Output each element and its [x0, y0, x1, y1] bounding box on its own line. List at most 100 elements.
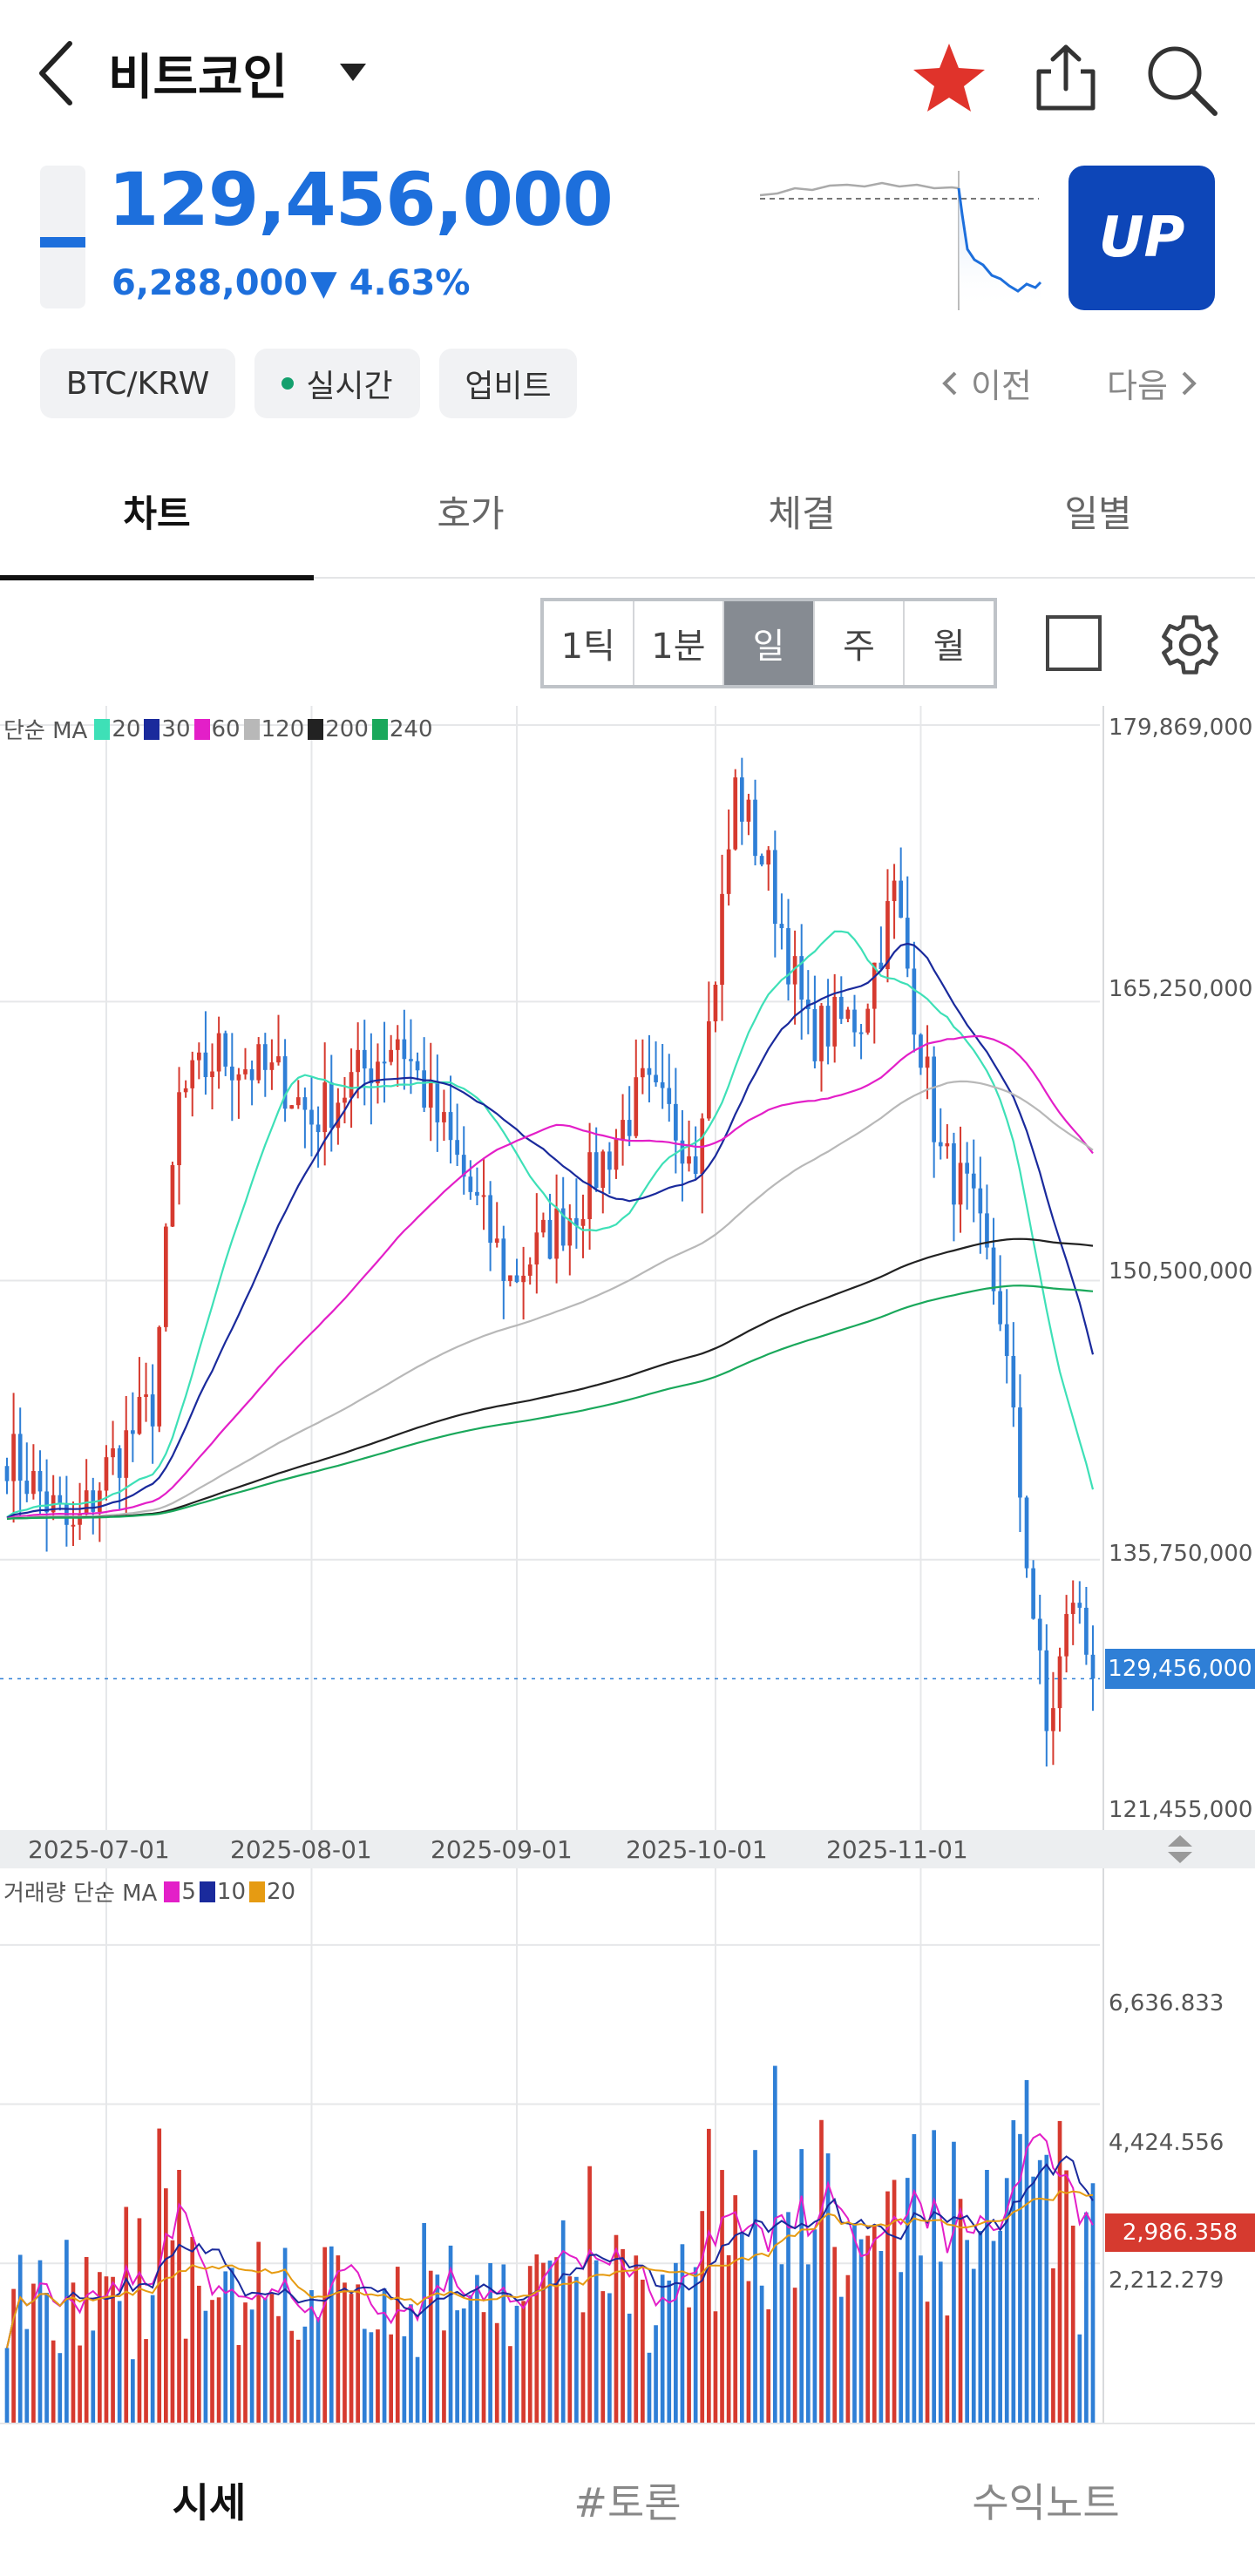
- candle-body: [753, 799, 757, 857]
- candle-body: [442, 1112, 446, 1122]
- volume-bar: [919, 2255, 923, 2423]
- volume-bar: [753, 2150, 757, 2423]
- period-tick[interactable]: 1틱: [544, 601, 634, 685]
- back-arrow-icon[interactable]: [33, 38, 77, 108]
- candle-body: [170, 1165, 175, 1227]
- dropdown-caret-icon[interactable]: [338, 61, 368, 84]
- candle-body: [210, 1071, 214, 1077]
- exchange-chip[interactable]: 업비트: [439, 349, 577, 418]
- volume-bar: [786, 2212, 790, 2423]
- market-pair-chip[interactable]: BTC/KRW: [40, 349, 235, 418]
- price-range-bar: [40, 166, 85, 308]
- ma120-line: [6, 1080, 1094, 1520]
- ma200-label: 200: [325, 715, 369, 742]
- volume-bar: [687, 2307, 691, 2423]
- volume-bar: [832, 2247, 838, 2423]
- volume-bar: [693, 2267, 698, 2423]
- volume-bar: [309, 2289, 314, 2423]
- settings-gear-icon[interactable]: [1150, 608, 1224, 681]
- candle-body: [150, 1394, 155, 1427]
- volume-bar: [521, 2301, 526, 2423]
- volume-bar: [448, 2245, 453, 2423]
- volume-ma5-line: [6, 2132, 1094, 2349]
- volume-bar: [78, 2345, 82, 2423]
- next-button[interactable]: 다음: [1107, 359, 1199, 407]
- price-tick-5: 121,455,000: [1109, 1797, 1253, 1823]
- candle-body: [382, 1061, 387, 1064]
- price-chart-panel[interactable]: 단순 MA 20 30 60 120 200 240 179,869,000 1…: [0, 706, 1255, 1830]
- candle-body: [852, 1009, 857, 1033]
- volume-bar: [991, 2240, 996, 2423]
- volume-bar: [614, 2234, 619, 2423]
- bottom-tab-profit-note[interactable]: 수익노트: [972, 2479, 1120, 2526]
- volume-bar: [111, 2276, 115, 2423]
- volume-bar: [733, 2195, 738, 2423]
- candle-body: [501, 1238, 506, 1281]
- volume-chart-panel[interactable]: 거래량 단순 MA 5 10 20 6,636.833 4,424.556 2,…: [0, 1868, 1255, 2423]
- bottom-tab-quote[interactable]: 시세: [172, 2479, 247, 2526]
- candle-body: [1084, 1607, 1089, 1655]
- fullscreen-toggle-icon[interactable]: [1046, 615, 1102, 671]
- share-icon[interactable]: [1028, 40, 1103, 115]
- volume-bar: [144, 2339, 148, 2423]
- volume-bar: [726, 2254, 731, 2423]
- volume-bar: [580, 2312, 586, 2423]
- volume-bar: [91, 2330, 96, 2423]
- candle-body: [786, 928, 790, 985]
- period-month[interactable]: 월: [933, 627, 966, 667]
- volume-bar: [51, 2340, 56, 2423]
- candle-body: [567, 1217, 573, 1246]
- volume-bar: [183, 2338, 188, 2423]
- candle-body: [574, 1217, 579, 1226]
- volume-bar: [779, 2264, 784, 2423]
- candle-body: [772, 850, 777, 925]
- volume-bar: [574, 2276, 579, 2423]
- candle-body: [37, 1471, 43, 1492]
- ma30-swatch: [144, 718, 160, 740]
- tab-daily[interactable]: 일별: [1064, 492, 1132, 535]
- period-week[interactable]: 주: [815, 601, 906, 685]
- candle-body: [409, 1059, 413, 1061]
- volume-bar: [31, 2283, 36, 2423]
- volume-bar: [468, 2295, 473, 2423]
- volume-bar: [422, 2222, 426, 2423]
- volume-bar: [494, 2322, 499, 2423]
- candle-body: [1031, 1568, 1035, 1619]
- candle-body: [885, 901, 890, 970]
- volume-bar: [865, 2235, 871, 2423]
- tab-trades[interactable]: 체결: [768, 492, 836, 535]
- volume-bar: [395, 2267, 400, 2423]
- period-day[interactable]: 일: [724, 601, 815, 685]
- volume-chart-svg: [0, 1868, 1104, 2423]
- volume-bar: [376, 2329, 380, 2423]
- volume-bar: [58, 2353, 63, 2423]
- candle-body: [792, 956, 797, 985]
- candle-body: [991, 1247, 996, 1291]
- candle-body: [674, 1103, 678, 1141]
- tab-orderbook[interactable]: 호가: [437, 492, 505, 535]
- panel-resize-handle-icon[interactable]: [1163, 1832, 1197, 1867]
- volume-bar: [98, 2272, 102, 2423]
- tab-chart[interactable]: 차트: [123, 492, 191, 535]
- volume-bar: [177, 2169, 181, 2423]
- volume-bar: [1018, 2133, 1022, 2423]
- search-icon[interactable]: [1142, 40, 1220, 119]
- candle-body: [707, 1020, 711, 1119]
- favorite-star-icon[interactable]: [910, 40, 988, 115]
- candle-body: [1018, 1407, 1022, 1498]
- volume-bar: [243, 2302, 248, 2423]
- candle-body: [104, 1457, 109, 1491]
- vma10-label: 10: [216, 1878, 246, 1905]
- current-price: 129,456,000: [108, 157, 614, 242]
- volume-bar: [461, 2308, 466, 2423]
- ma120-label: 120: [261, 715, 305, 742]
- volume-bar: [343, 2282, 347, 2423]
- period-minute[interactable]: 1분: [634, 601, 725, 685]
- prev-button[interactable]: 이전: [940, 359, 1032, 407]
- coin-title[interactable]: 비트코인: [108, 50, 288, 106]
- candle-body: [614, 1139, 619, 1170]
- bottom-tab-discussion[interactable]: #토론: [573, 2479, 682, 2526]
- candle-body: [739, 777, 744, 822]
- realtime-chip[interactable]: 실시간: [254, 349, 420, 418]
- volume-bar: [667, 2280, 672, 2423]
